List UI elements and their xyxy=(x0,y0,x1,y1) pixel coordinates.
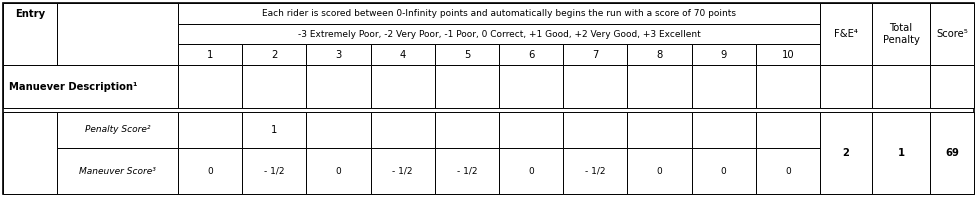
Bar xyxy=(930,3,974,65)
Text: 1: 1 xyxy=(898,148,905,158)
Bar xyxy=(242,65,307,108)
Bar xyxy=(563,65,627,108)
Bar xyxy=(178,112,242,148)
Text: -3 Extremely Poor, -2 Very Poor, -1 Poor, 0 Correct, +1 Good, +2 Very Good, +3 E: -3 Extremely Poor, -2 Very Poor, -1 Poor… xyxy=(298,30,701,38)
Text: 0: 0 xyxy=(657,166,662,176)
Bar xyxy=(242,148,307,194)
Bar xyxy=(563,44,627,65)
Bar xyxy=(435,65,499,108)
Bar xyxy=(627,148,692,194)
Bar xyxy=(435,148,499,194)
Text: 3: 3 xyxy=(335,49,342,59)
Bar xyxy=(627,112,692,148)
Bar xyxy=(370,148,435,194)
Bar xyxy=(178,24,820,44)
Bar xyxy=(499,148,563,194)
Bar xyxy=(370,44,435,65)
Bar xyxy=(3,65,178,108)
Bar xyxy=(370,112,435,148)
Text: 10: 10 xyxy=(782,49,794,59)
Bar xyxy=(756,44,820,65)
Text: 0: 0 xyxy=(721,166,727,176)
Bar xyxy=(820,3,872,65)
Bar xyxy=(499,65,563,108)
Text: - 1/2: - 1/2 xyxy=(393,166,413,176)
Bar xyxy=(242,44,307,65)
Text: 6: 6 xyxy=(528,49,534,59)
Bar xyxy=(57,112,178,148)
Bar xyxy=(178,44,242,65)
Text: Each rider is scored between 0-Infinity points and automatically begins the run : Each rider is scored between 0-Infinity … xyxy=(262,9,736,18)
Bar xyxy=(627,65,692,108)
Bar xyxy=(499,44,563,65)
Bar xyxy=(692,65,756,108)
Text: - 1/2: - 1/2 xyxy=(585,166,606,176)
Bar xyxy=(3,112,57,194)
Text: 1: 1 xyxy=(207,49,213,59)
Text: 69: 69 xyxy=(945,148,959,158)
Bar xyxy=(435,112,499,148)
Bar xyxy=(307,44,370,65)
Bar xyxy=(435,44,499,65)
Bar xyxy=(756,148,820,194)
Bar xyxy=(692,148,756,194)
Bar xyxy=(57,3,178,65)
Text: - 1/2: - 1/2 xyxy=(456,166,477,176)
Bar xyxy=(930,112,974,194)
Text: F&E⁴: F&E⁴ xyxy=(834,29,858,39)
Bar xyxy=(499,112,563,148)
Text: Maneuver Score³: Maneuver Score³ xyxy=(79,166,156,176)
Text: Penalty Score²: Penalty Score² xyxy=(85,125,150,135)
Bar xyxy=(872,65,930,108)
Bar xyxy=(307,112,370,148)
Bar xyxy=(563,112,627,148)
Text: 9: 9 xyxy=(720,49,727,59)
Text: Score⁵: Score⁵ xyxy=(936,29,968,39)
Text: 4: 4 xyxy=(400,49,405,59)
Text: 5: 5 xyxy=(464,49,470,59)
Bar xyxy=(242,112,307,148)
Text: 7: 7 xyxy=(592,49,599,59)
Bar xyxy=(930,65,974,108)
Bar xyxy=(627,44,692,65)
Bar xyxy=(692,112,756,148)
Bar xyxy=(307,148,370,194)
Text: Total
Penalty: Total Penalty xyxy=(882,23,919,45)
Text: 2: 2 xyxy=(271,49,277,59)
Bar xyxy=(563,148,627,194)
Bar xyxy=(820,112,872,194)
Bar xyxy=(3,3,57,65)
Text: 1: 1 xyxy=(271,125,277,135)
Text: 0: 0 xyxy=(336,166,341,176)
Text: Entry: Entry xyxy=(15,8,45,19)
Bar xyxy=(178,148,242,194)
Bar xyxy=(872,3,930,65)
Bar xyxy=(756,112,820,148)
Text: 0: 0 xyxy=(529,166,534,176)
Text: Manuever Description¹: Manuever Description¹ xyxy=(9,82,138,91)
Text: 0: 0 xyxy=(207,166,213,176)
Text: 2: 2 xyxy=(842,148,849,158)
Text: - 1/2: - 1/2 xyxy=(264,166,284,176)
Text: 8: 8 xyxy=(657,49,662,59)
Bar xyxy=(820,65,872,108)
Bar xyxy=(756,65,820,108)
Bar xyxy=(307,65,370,108)
Bar xyxy=(872,112,930,194)
Bar xyxy=(178,65,242,108)
Bar xyxy=(57,148,178,194)
Bar xyxy=(178,3,820,24)
Bar xyxy=(692,44,756,65)
Bar xyxy=(370,65,435,108)
Text: 0: 0 xyxy=(786,166,790,176)
